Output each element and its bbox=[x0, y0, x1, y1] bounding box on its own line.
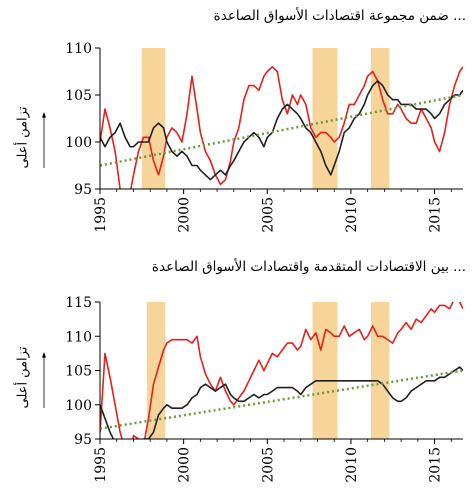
up-arrow-icon bbox=[42, 112, 46, 168]
x-tick-label: 2015 bbox=[428, 197, 444, 233]
y-tick-label: 100 bbox=[65, 398, 92, 414]
y-tick-label: 105 bbox=[65, 364, 92, 380]
y-axis-label: تزامن أعلى bbox=[8, 310, 50, 460]
x-tick-label: 2005 bbox=[260, 197, 276, 233]
x-tick-label: 1995 bbox=[93, 197, 109, 233]
x-tick-label: 2000 bbox=[177, 197, 193, 233]
shaded-period bbox=[146, 302, 166, 439]
y-tick-label: 95 bbox=[74, 182, 92, 198]
series-line-0 bbox=[100, 66, 463, 189]
x-tick-label: 2010 bbox=[344, 197, 360, 233]
x-tick-label: 2010 bbox=[344, 447, 360, 483]
shaded-period bbox=[141, 48, 166, 189]
series-line-1 bbox=[100, 80, 463, 181]
series-line-1 bbox=[100, 366, 463, 439]
up-arrow-icon bbox=[42, 352, 46, 408]
trend-line bbox=[100, 369, 463, 430]
y-tick-label: 115 bbox=[65, 295, 92, 311]
shaded-period bbox=[370, 302, 390, 439]
x-tick-label: 2005 bbox=[260, 447, 276, 483]
y-tick-label: 105 bbox=[65, 88, 92, 104]
x-tick-label: 2000 bbox=[177, 447, 193, 483]
trend-line bbox=[100, 93, 463, 167]
chart-advanced-vs-emerging: 95 100 105 110 115 1995 2000 2005 2010 2015 bbox=[65, 295, 463, 483]
y-tick-label: 110 bbox=[65, 41, 92, 57]
shaded-period bbox=[370, 48, 390, 189]
series-line-0 bbox=[100, 302, 463, 439]
y-axis-label: تزامن أعلى bbox=[8, 70, 50, 220]
y-tick-label: 95 bbox=[74, 432, 92, 448]
chart-title: ... بين الاقتصادات المتقدمة واقتصادات ال… bbox=[151, 259, 466, 275]
shaded-period bbox=[312, 302, 338, 439]
x-tick-label: 2015 bbox=[428, 447, 444, 483]
chart-panel-advanced-emerging: ... بين الاقتصادات المتقدمة واقتصادات ال… bbox=[0, 255, 476, 498]
y-tick-label: 110 bbox=[65, 329, 92, 345]
chart-emerging-markets: 95 100 105 110 1995 2000 2005 2010 2015 bbox=[65, 41, 463, 233]
chart-title: ... ضمن مجموعة اقتصادات الأسواق الصاعدة bbox=[213, 8, 466, 24]
x-tick-label: 1995 bbox=[93, 447, 109, 483]
chart-panel-emerging: ... ضمن مجموعة اقتصادات الأسواق الصاعدة … bbox=[0, 0, 476, 245]
y-tick-label: 100 bbox=[65, 135, 92, 151]
